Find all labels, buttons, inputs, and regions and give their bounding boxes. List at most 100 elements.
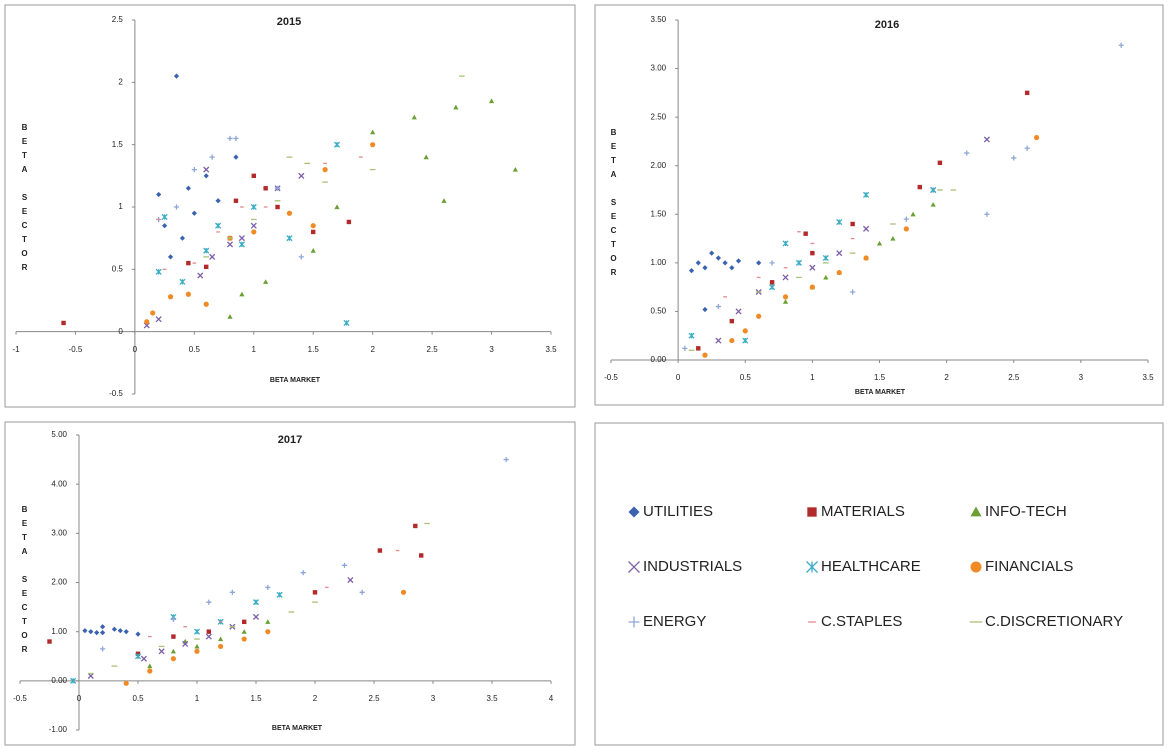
point — [215, 198, 221, 204]
point — [194, 643, 200, 649]
point — [197, 272, 204, 279]
point — [94, 630, 100, 636]
legend-marker — [628, 506, 640, 518]
point — [735, 308, 742, 315]
point — [836, 250, 843, 257]
point — [117, 628, 123, 634]
chart-title: 2016 — [875, 19, 899, 31]
point — [135, 631, 141, 637]
y-tick-label: 1.00 — [51, 627, 67, 636]
point — [182, 640, 189, 648]
point — [903, 226, 909, 232]
point — [423, 154, 429, 160]
point — [156, 191, 162, 198]
x-tick-label: 3 — [431, 694, 436, 703]
point — [173, 73, 180, 79]
point — [512, 167, 518, 172]
legend-marker — [628, 616, 640, 628]
point — [695, 260, 701, 266]
x-tick-label: 1.5 — [874, 373, 886, 382]
x-tick-label: -1 — [12, 345, 20, 354]
point — [170, 648, 176, 654]
y-tick-label: 0.00 — [651, 355, 667, 364]
point — [250, 203, 257, 211]
point — [215, 222, 222, 229]
point — [158, 648, 165, 655]
point — [377, 548, 383, 553]
y-tick-label: -1.00 — [49, 725, 68, 734]
point — [863, 225, 870, 232]
x-tick-label: 0 — [133, 345, 138, 354]
point — [411, 114, 417, 120]
point — [239, 291, 245, 297]
x-tick-label: 1 — [195, 694, 200, 703]
y-tick-label: -0.5 — [109, 389, 123, 398]
point — [251, 229, 257, 235]
y-tick-label: 1.5 — [112, 140, 124, 149]
point — [696, 346, 701, 351]
y-tick-label: 2 — [118, 77, 123, 86]
point — [682, 345, 688, 351]
y-tick-label: 2.00 — [51, 578, 67, 587]
y-axis-label: BETA SECTOR — [20, 123, 29, 277]
x-tick-label: 1.5 — [250, 694, 262, 703]
legend-label: MATERIALS — [821, 503, 905, 520]
point — [930, 201, 936, 207]
point — [155, 268, 162, 275]
legend-label: C.STAPLES — [821, 613, 902, 630]
x-tick-label: 3 — [489, 345, 494, 354]
point — [241, 629, 247, 634]
point — [702, 306, 708, 313]
y-axis-label: BETA SECTOR — [609, 128, 618, 282]
point — [263, 186, 268, 191]
point — [238, 241, 245, 248]
point — [715, 255, 721, 261]
point — [61, 320, 66, 326]
point — [162, 223, 168, 229]
x-tick-label: 1 — [810, 373, 815, 382]
point — [233, 198, 239, 203]
point — [688, 268, 695, 274]
point — [341, 562, 348, 568]
point — [735, 258, 742, 264]
legend-marker — [970, 506, 982, 517]
y-tick-label: 0.50 — [651, 307, 667, 316]
point — [150, 310, 156, 316]
point — [185, 291, 191, 297]
point — [876, 240, 883, 246]
point — [144, 319, 150, 325]
point — [937, 160, 943, 166]
point — [300, 570, 306, 576]
point — [742, 328, 748, 334]
point — [134, 653, 142, 660]
x-tick-label: -0.5 — [69, 345, 83, 354]
point — [836, 269, 842, 276]
legend-marker — [628, 561, 640, 573]
point — [82, 628, 88, 634]
point — [111, 626, 117, 632]
point — [286, 210, 293, 216]
point — [229, 589, 235, 595]
point — [298, 172, 305, 179]
point — [359, 589, 365, 595]
point — [233, 154, 239, 160]
point — [930, 186, 937, 194]
point — [263, 279, 269, 284]
point — [863, 255, 869, 261]
x-tick-label: 2 — [944, 373, 949, 382]
point — [203, 247, 210, 254]
point — [400, 589, 407, 595]
point — [453, 104, 459, 110]
point — [709, 250, 715, 256]
point — [47, 639, 52, 644]
point — [186, 260, 191, 266]
x-tick-label: 0.5 — [740, 373, 752, 382]
x-tick-label: 1.5 — [308, 345, 320, 354]
x-tick-label: 1 — [252, 345, 257, 354]
point — [276, 591, 283, 598]
point — [1024, 90, 1030, 96]
point — [205, 633, 212, 640]
point — [984, 211, 990, 217]
point — [227, 314, 233, 319]
